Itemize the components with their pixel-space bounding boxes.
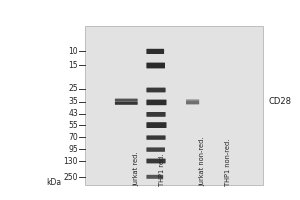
FancyBboxPatch shape <box>146 88 166 92</box>
Text: THP1 non-red.: THP1 non-red. <box>225 139 231 186</box>
FancyBboxPatch shape <box>146 147 165 152</box>
Text: kDa: kDa <box>46 178 62 187</box>
Text: 70: 70 <box>68 132 78 142</box>
Text: Jurkat non-red.: Jurkat non-red. <box>200 136 206 186</box>
Text: Jurkat red.: Jurkat red. <box>134 152 140 186</box>
Text: THP1 red.: THP1 red. <box>159 154 165 186</box>
Text: 10: 10 <box>68 46 78 55</box>
FancyBboxPatch shape <box>146 135 166 140</box>
Text: 55: 55 <box>68 120 78 130</box>
Text: 95: 95 <box>68 144 78 154</box>
Text: 250: 250 <box>64 172 78 182</box>
FancyBboxPatch shape <box>146 122 167 128</box>
FancyBboxPatch shape <box>146 100 167 105</box>
Text: CD28: CD28 <box>268 98 292 106</box>
Text: 130: 130 <box>64 156 78 166</box>
Bar <box>85 26 262 185</box>
Text: 25: 25 <box>68 84 78 93</box>
FancyBboxPatch shape <box>146 159 166 163</box>
FancyBboxPatch shape <box>186 101 199 104</box>
FancyBboxPatch shape <box>186 99 199 102</box>
FancyBboxPatch shape <box>146 49 164 54</box>
Text: 15: 15 <box>68 60 78 70</box>
FancyBboxPatch shape <box>146 112 166 117</box>
Text: 35: 35 <box>68 98 78 106</box>
FancyBboxPatch shape <box>115 99 138 101</box>
FancyBboxPatch shape <box>146 175 163 179</box>
FancyBboxPatch shape <box>115 101 138 105</box>
FancyBboxPatch shape <box>146 63 165 68</box>
Text: 43: 43 <box>68 110 78 118</box>
